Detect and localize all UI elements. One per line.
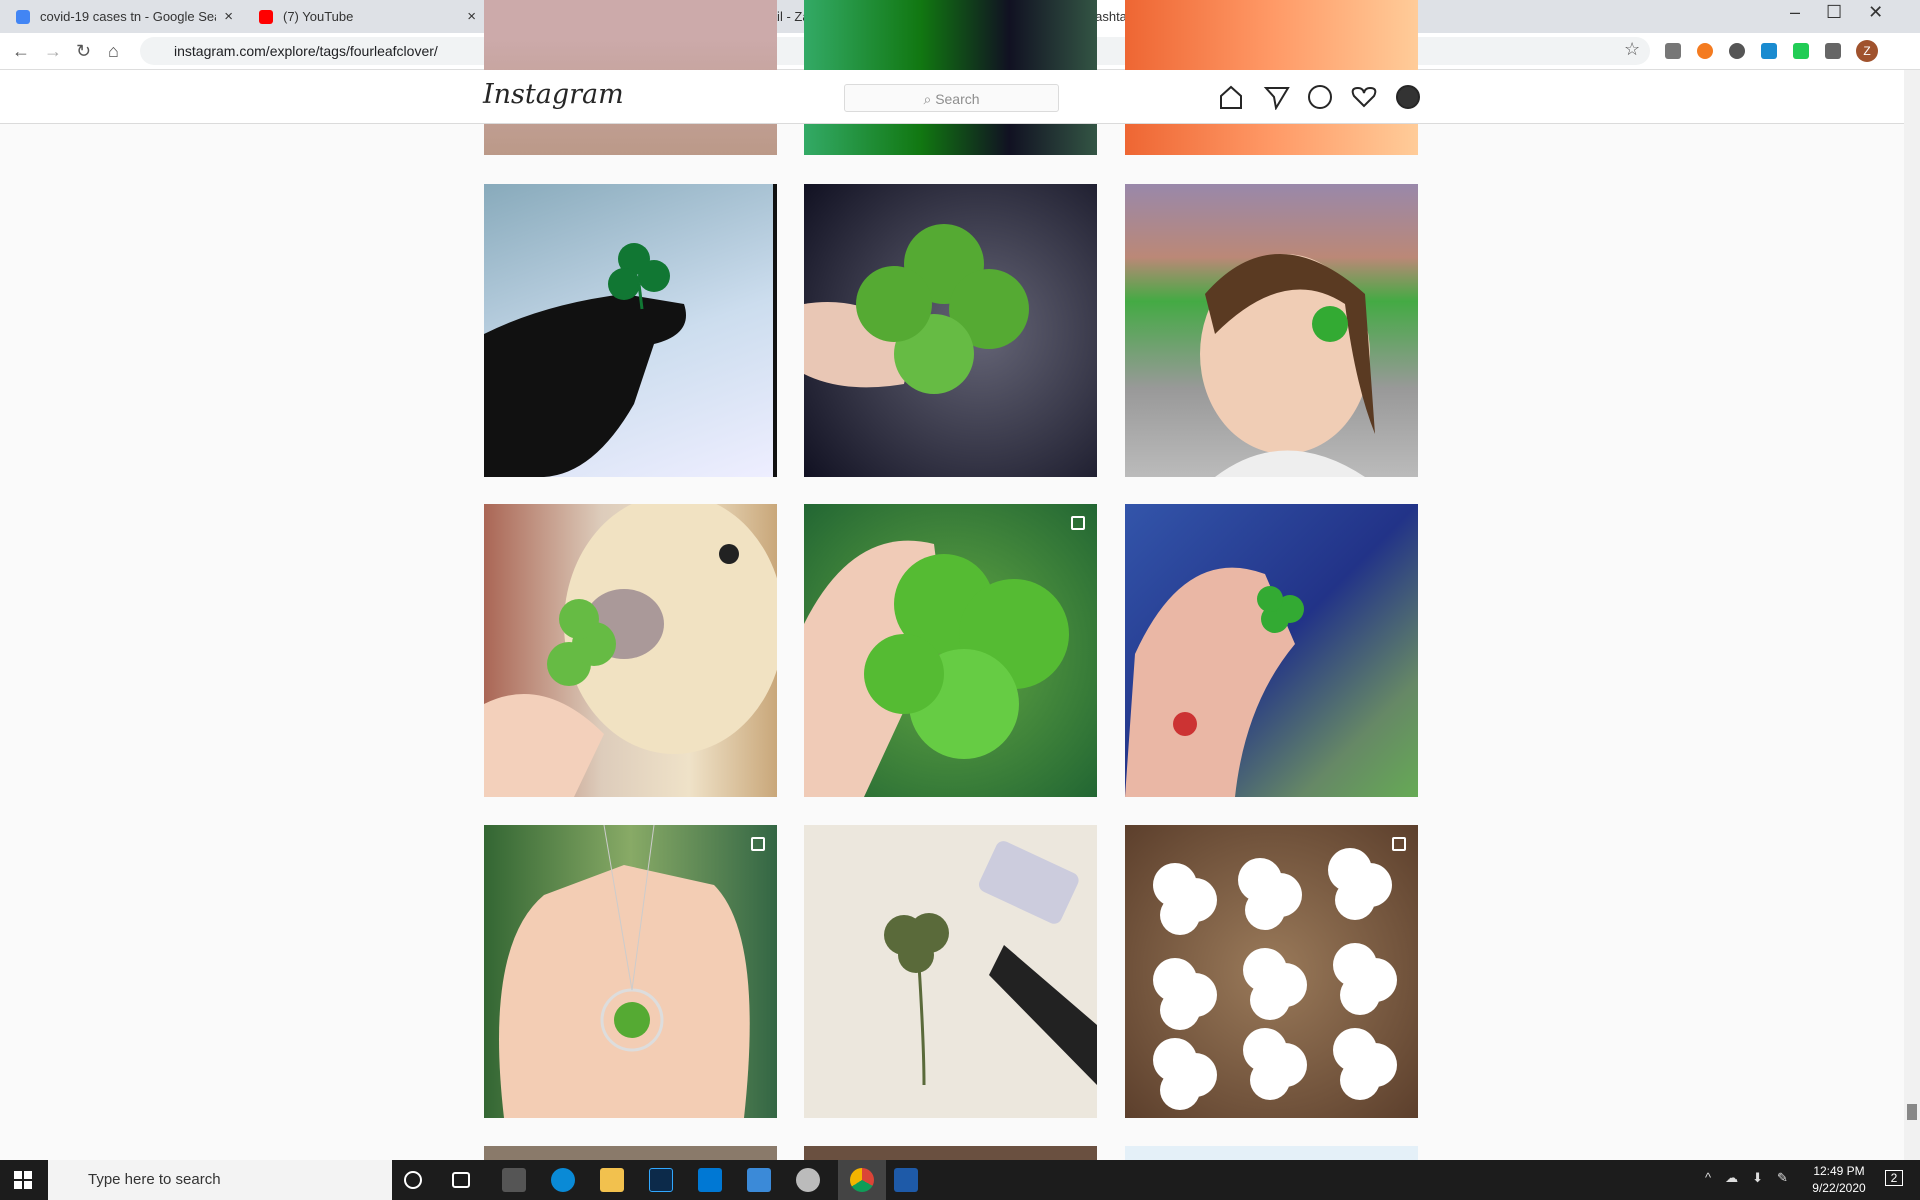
clock[interactable]: 12:49 PM 9/22/2020	[1800, 1163, 1878, 1197]
post-tile[interactable]	[1125, 184, 1418, 477]
image	[1200, 254, 1375, 477]
scrollbar[interactable]	[1904, 70, 1920, 1160]
date: 9/22/2020	[1812, 1181, 1866, 1195]
image	[484, 504, 777, 797]
tab[interactable]: (7) YouTube ×	[249, 0, 486, 33]
post-tile[interactable]	[804, 1146, 1097, 1160]
post-tile[interactable]	[804, 504, 1097, 797]
app-icon[interactable]	[698, 1168, 722, 1192]
image	[1153, 848, 1397, 1110]
tab[interactable]: covid-19 cases tn - Google Search×	[6, 0, 243, 33]
start-button[interactable]	[14, 1171, 32, 1189]
search-placeholder: Search	[935, 91, 980, 107]
image	[1125, 567, 1304, 797]
post-tile[interactable]	[484, 1146, 777, 1160]
post-tile[interactable]	[804, 825, 1097, 1118]
bookmark[interactable]: ☆	[1624, 39, 1641, 59]
task-view[interactable]	[452, 1172, 470, 1188]
post-tile[interactable]	[1125, 504, 1418, 797]
app-icon[interactable]	[600, 1168, 624, 1192]
multi-post-icon	[1392, 837, 1406, 851]
post-tile[interactable]	[1125, 825, 1418, 1118]
app-icon[interactable]	[649, 1168, 673, 1192]
extension[interactable]	[1825, 43, 1841, 59]
direct-icon[interactable]	[1263, 87, 1290, 110]
extension[interactable]	[1665, 43, 1681, 59]
multi-post-icon	[751, 837, 765, 851]
image	[484, 243, 686, 477]
search-box[interactable]: ⌕ Search	[844, 84, 1059, 112]
tab-title: (7) YouTube	[283, 9, 354, 24]
search-placeholder: Type here to search	[88, 1171, 221, 1188]
forward[interactable]: →	[44, 41, 62, 61]
extension[interactable]	[1697, 43, 1713, 59]
app-icon[interactable]	[551, 1168, 575, 1192]
app-icon[interactable]	[894, 1168, 918, 1192]
home[interactable]: ⌂	[108, 41, 119, 61]
window-controls[interactable]: –☐✕	[1790, 2, 1910, 22]
home-icon[interactable]	[1220, 85, 1242, 109]
explore-icon[interactable]	[1308, 85, 1332, 109]
profile-icon[interactable]	[1396, 85, 1420, 109]
post-tile[interactable]	[804, 184, 1097, 477]
notifications[interactable]: 2	[1885, 1170, 1903, 1186]
image	[804, 224, 1029, 394]
post-tile[interactable]	[484, 825, 777, 1118]
app-icon[interactable]	[747, 1168, 771, 1192]
app-icon[interactable]	[796, 1168, 820, 1192]
image	[804, 540, 1069, 797]
image	[499, 825, 750, 1118]
extension[interactable]	[1793, 43, 1809, 59]
cortana[interactable]	[404, 1171, 422, 1189]
tray-icons[interactable]: ^☁⬇✎	[1705, 1170, 1802, 1185]
post-tile[interactable]	[484, 184, 777, 477]
extension[interactable]	[1729, 43, 1745, 59]
logo[interactable]: Instagram	[483, 79, 624, 110]
tab-title: covid-19 cases tn - Google Search	[40, 9, 216, 24]
post-grid	[484, 0, 1418, 1160]
profile[interactable]: Z	[1856, 40, 1878, 62]
post-tile[interactable]	[484, 504, 777, 797]
post-tile[interactable]	[1125, 1146, 1418, 1160]
activity-icon[interactable]	[1351, 86, 1377, 108]
app-icon[interactable]	[502, 1168, 526, 1192]
image	[884, 841, 1097, 1086]
nav-icons	[1220, 85, 1420, 110]
multi-post-icon	[1071, 516, 1085, 530]
back[interactable]: ←	[12, 41, 30, 61]
taskbar-search[interactable]: Type here to search	[48, 1160, 392, 1200]
instagram-header: Instagram ⌕ Search	[0, 70, 1904, 124]
extension[interactable]	[1761, 43, 1777, 59]
reload[interactable]: ↻	[76, 41, 92, 61]
active-app[interactable]	[838, 1160, 886, 1200]
time: 12:49 PM	[1813, 1164, 1865, 1178]
taskbar: Type here to search ^☁⬇✎ 12:49 PM 9/22/20…	[0, 1160, 1920, 1200]
